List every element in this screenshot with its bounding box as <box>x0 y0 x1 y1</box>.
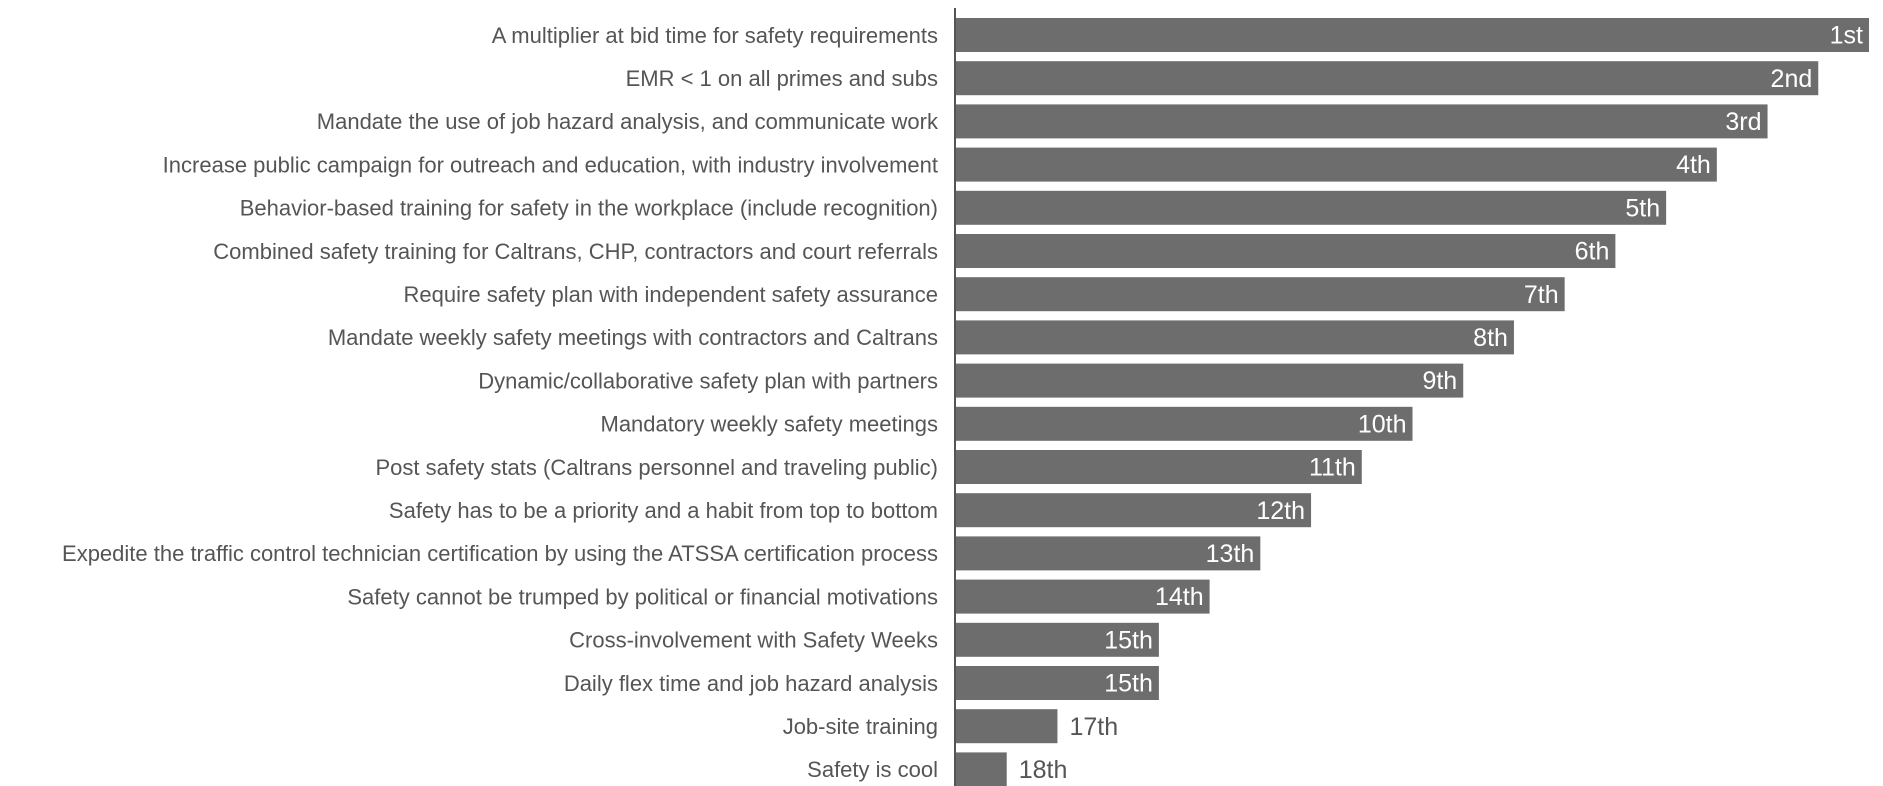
category-label: Mandatory weekly safety meetings <box>601 412 939 437</box>
category-label: Mandate the use of job hazard analysis, … <box>317 109 939 134</box>
category-label: Combined safety training for Caltrans, C… <box>213 239 938 264</box>
bar <box>956 18 1869 52</box>
value-label: 15th <box>1104 626 1153 654</box>
value-label: 15th <box>1104 670 1153 698</box>
bar <box>956 666 1159 700</box>
bar <box>956 320 1514 355</box>
bar <box>956 406 1413 441</box>
category-label: Dynamic/collaborative safety plan with p… <box>478 368 938 393</box>
category-label: Expedite the traffic control technician … <box>62 541 938 566</box>
value-label: 8th <box>1473 324 1508 352</box>
category-label: Require safety plan with independent saf… <box>404 282 938 307</box>
bar <box>956 709 1058 744</box>
category-label: EMR < 1 on all primes and subs <box>626 66 938 91</box>
bar <box>956 493 1312 528</box>
value-label: 3rd <box>1725 108 1761 136</box>
bar <box>956 190 1667 225</box>
bar <box>956 622 1159 657</box>
category-label: A multiplier at bid time for safety requ… <box>492 23 938 48</box>
category-label: Post safety stats (Caltrans personnel an… <box>375 455 938 480</box>
bar <box>956 234 1616 268</box>
category-label: Safety is cool <box>807 757 938 782</box>
value-label: 14th <box>1155 583 1204 611</box>
category-label: Increase public campaign for outreach an… <box>163 152 938 177</box>
bar <box>956 536 1261 571</box>
value-label: 12th <box>1256 497 1305 525</box>
bar <box>956 450 1362 484</box>
value-label: 18th <box>1019 756 1068 784</box>
value-label: 17th <box>1069 713 1118 741</box>
value-label: 5th <box>1625 194 1660 222</box>
bar <box>956 277 1565 312</box>
category-label: Job-site training <box>783 714 938 739</box>
value-label: 6th <box>1575 238 1610 266</box>
value-label: 4th <box>1676 151 1711 179</box>
value-label: 7th <box>1524 281 1559 309</box>
value-label: 13th <box>1206 540 1255 568</box>
bar <box>956 363 1464 398</box>
category-label: Mandate weekly safety meetings with cont… <box>328 325 938 350</box>
category-label: Safety has to be a priority and a habit … <box>389 498 938 523</box>
value-label: 11th <box>1309 454 1356 482</box>
category-label: Cross-involvement with Safety Weeks <box>569 628 938 653</box>
value-label: 9th <box>1422 367 1457 395</box>
value-label: 2nd <box>1771 65 1813 93</box>
value-label: 10th <box>1358 410 1407 438</box>
bar <box>956 752 1007 786</box>
category-label: Behavior-based training for safety in th… <box>240 196 938 221</box>
bar <box>956 579 1210 614</box>
bar <box>956 61 1819 96</box>
category-label: Safety cannot be trumped by political or… <box>347 584 938 609</box>
bar <box>956 104 1768 139</box>
value-label: 1st <box>1830 22 1863 50</box>
bar <box>956 147 1717 182</box>
category-label: Daily flex time and job hazard analysis <box>564 671 938 696</box>
